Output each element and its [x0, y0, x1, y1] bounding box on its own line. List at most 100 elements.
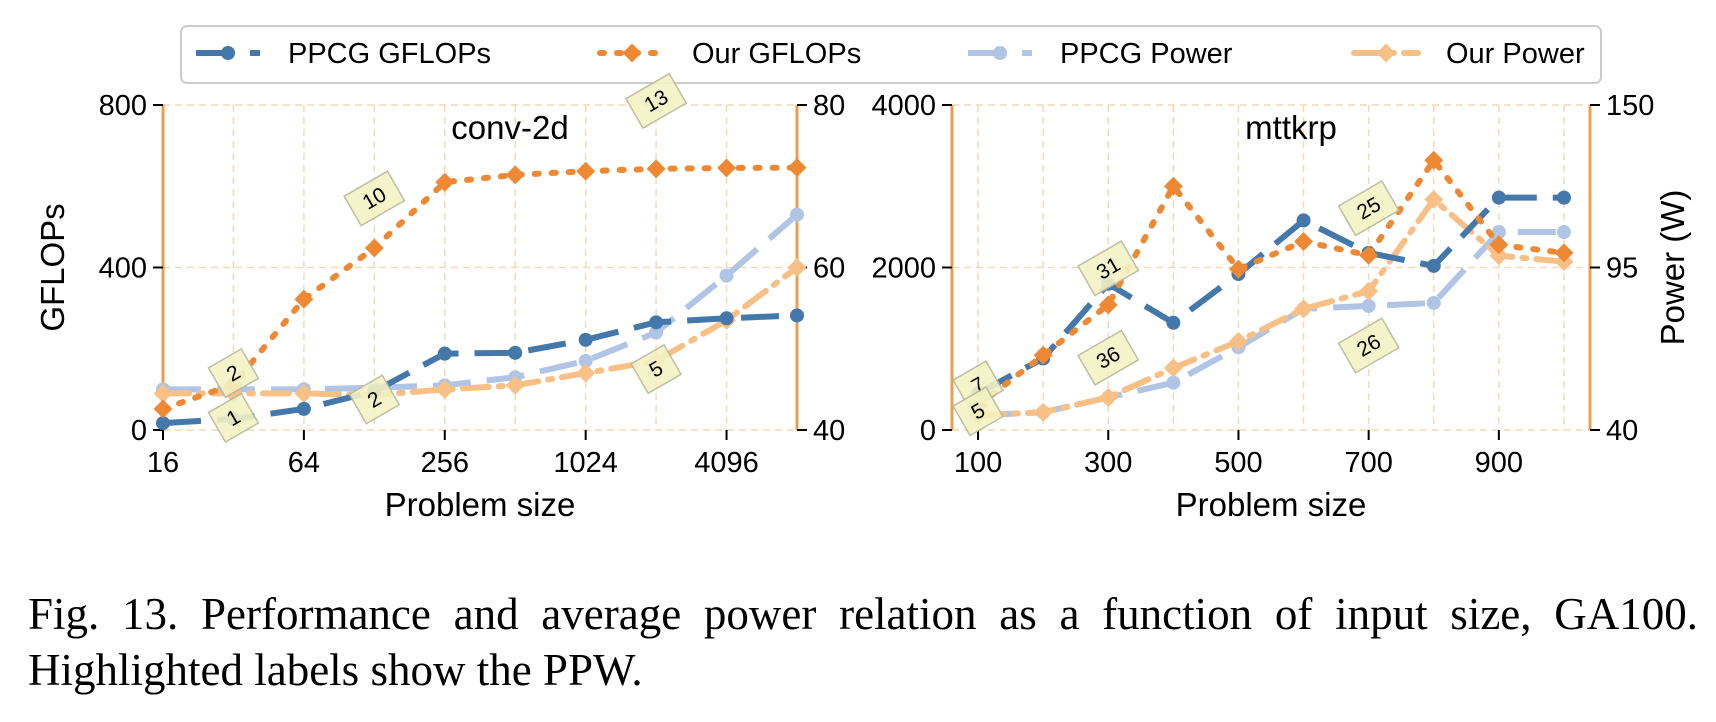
conv-2d-xtick-label-3: 1024: [553, 447, 618, 479]
conv-2d-point-ppcg-power-7: [649, 325, 664, 340]
conv-2d-ppw-badge-box-5: [630, 343, 683, 395]
mttkrp-y2tick-label-2: 150: [1606, 90, 1654, 122]
mttkrp-series-our-gflops: [968, 150, 1574, 416]
conv-2d-point-our-power-0: [153, 383, 173, 403]
mttkrp-line-our-gflops: [975, 157, 1567, 409]
conv-2d-y2tick-label-0: 40: [813, 415, 845, 447]
mttkrp-point-ppcg-power-9: [1556, 225, 1571, 240]
conv-2d-series-ppcg-gflops: [156, 308, 804, 431]
mttkrp-ppw-badge-box-4: [1337, 179, 1400, 237]
conv-2d-line-ppcg-gflops: [162, 312, 798, 427]
conv-2d-xlabel: Problem size: [385, 486, 576, 523]
conv-2d-point-our-gflops-5: [505, 165, 525, 185]
conv-2d-ppw-badge-1: 1: [207, 392, 260, 444]
mttkrp-point-ppcg-power-7: [1426, 295, 1441, 310]
mttkrp-series-our-power: [968, 190, 1574, 425]
conv-2d-ytick-label-1: 400: [99, 253, 147, 285]
legend-label-our-power: Our Power: [1446, 38, 1585, 70]
legend-label-ppcg-power: PPCG Power: [1060, 38, 1233, 70]
conv-2d-xtick-label-0: 16: [147, 447, 179, 479]
conv-2d-ppw-badge-0: 2: [207, 347, 260, 399]
conv-2d-ppw-badge-5: 5: [630, 343, 683, 395]
mttkrp-point-our-power-5: [1294, 299, 1314, 319]
mttkrp-point-ppcg-gflops-8: [1491, 190, 1506, 205]
conv-2d-xtick-label-4: 4096: [694, 447, 759, 479]
panel-mttkrp: 0 2000 4000 40 95 150 100 300 500 700 900 Problem s…: [871, 90, 1691, 523]
mttkrp-point-our-gflops-8: [1489, 235, 1509, 255]
conv-2d-point-our-power-5: [505, 375, 525, 395]
legend-marker-our-power: [1376, 43, 1396, 63]
mttkrp-xtick-label-0: 100: [954, 447, 1002, 479]
mttkrp-ppw-badge-2: 31: [1077, 240, 1140, 297]
mttkrp-point-ppcg-gflops-9: [1556, 190, 1571, 205]
conv-2d-point-ppcg-gflops-6: [578, 332, 593, 347]
mttkrp-point-our-power-6: [1359, 281, 1379, 301]
legend-marker-ppcg-power: [993, 46, 1007, 60]
conv-2d-point-our-gflops-7: [646, 159, 666, 179]
conv-2d-point-ppcg-gflops-2: [296, 401, 311, 416]
mttkrp-title: mttkrp: [1245, 109, 1337, 146]
mttkrp-point-ppcg-gflops-7: [1426, 258, 1441, 273]
mttkrp-point-our-gflops-5: [1294, 232, 1314, 251]
conv-2d-ppw-badge-box-2: [348, 374, 401, 425]
mttkrp-point-our-power-4: [1228, 331, 1248, 351]
mttkrp-ytick-label-2: 4000: [871, 90, 936, 122]
mttkrp-xtick-label-4: 900: [1475, 447, 1523, 479]
conv-2d-point-ppcg-gflops-8: [719, 311, 734, 326]
mttkrp-xtick-label-1: 300: [1084, 447, 1132, 479]
conv-2d-point-our-power-4: [435, 379, 455, 399]
conv-2d-ppw-badge-box-0: [207, 347, 260, 399]
mttkrp-ppw-badge-1: 5: [952, 386, 1004, 437]
mttkrp-xtick-label-2: 500: [1214, 447, 1262, 479]
conv-2d-y2tick-label-2: 80: [813, 90, 845, 122]
mttkrp-point-our-gflops-4: [1228, 259, 1248, 279]
mttkrp-point-ppcg-power-6: [1361, 298, 1376, 313]
conv-2d-ytick-label-2: 800: [99, 90, 147, 122]
mttkrp-ppw-badge-box-2: [1077, 240, 1140, 297]
conv-2d-point-our-gflops-3: [364, 238, 384, 258]
mttkrp-point-ppcg-gflops-5: [1296, 213, 1311, 228]
conv-2d-point-our-gflops-9: [787, 158, 807, 178]
mttkrp-y2tick-label-0: 40: [1606, 415, 1638, 447]
mttkrp-point-our-gflops-1: [1033, 345, 1053, 365]
legend-marker-our-gflops: [622, 43, 642, 63]
conv-2d-point-ppcg-power-8: [719, 268, 734, 283]
conv-2d-point-our-gflops-8: [717, 158, 737, 178]
conv-2d-y2tick-label-1: 60: [813, 253, 845, 285]
conv-2d-ppw-badge-3: 10: [343, 170, 406, 227]
mttkrp-ppw-badge-3: 36: [1077, 329, 1140, 386]
conv-2d-point-ppcg-power-6: [578, 353, 593, 368]
conv-2d-xtick-label-1: 64: [288, 447, 320, 479]
conv-2d-point-our-power-9: [787, 258, 807, 277]
conv-2d-point-ppcg-gflops-9: [790, 308, 804, 323]
mttkrp-point-our-power-7: [1424, 190, 1444, 209]
legend-label-ppcg-gflops: PPCG GFLOPs: [288, 38, 491, 70]
mttkrp-point-our-gflops-7: [1424, 150, 1444, 170]
conv-2d-line-our-gflops: [160, 164, 800, 412]
conv-2d-ppw-badge-box-4: [624, 72, 688, 130]
conv-2d-xtick-label-2: 256: [421, 447, 469, 479]
conv-2d-ppw-badge-box-3: [343, 170, 406, 227]
conv-2d-line-ppcg-power: [163, 212, 799, 393]
conv-2d-point-ppcg-gflops-5: [508, 345, 523, 360]
mttkrp-ppw-badge-box-1: [952, 386, 1004, 437]
mttkrp-y2label: Power (W): [1654, 190, 1691, 346]
mttkrp-point-our-gflops-2: [1098, 295, 1118, 315]
conv-2d-point-our-gflops-6: [576, 161, 596, 181]
mttkrp-point-our-power-1: [1033, 402, 1053, 422]
legend: PPCG GFLOPs Our GFLOPs PPCG Power Our Power: [180, 25, 1602, 84]
mttkrp-ppw-badge-box-3: [1077, 329, 1140, 386]
panel-conv-2d: 0 400 800 40 60 80 16 64 256 1024 4096 Problem size…: [34, 72, 845, 523]
conv-2d-point-ppcg-gflops-7: [649, 315, 664, 330]
mttkrp-xtick-label-3: 700: [1344, 447, 1392, 479]
mttkrp-point-our-power-3: [1163, 358, 1183, 378]
mttkrp-y2tick-label-1: 95: [1606, 253, 1638, 285]
mttkrp-point-our-gflops-9: [1554, 243, 1574, 263]
mttkrp-point-our-gflops-6: [1359, 245, 1379, 265]
mttkrp-point-our-power-8: [1489, 246, 1509, 266]
conv-2d-point-our-power-2: [294, 383, 314, 403]
conv-2d-line-our-power: [160, 264, 800, 399]
mttkrp-ytick-label-0: 0: [920, 415, 936, 447]
conv-2d-point-our-gflops-0: [153, 399, 173, 419]
